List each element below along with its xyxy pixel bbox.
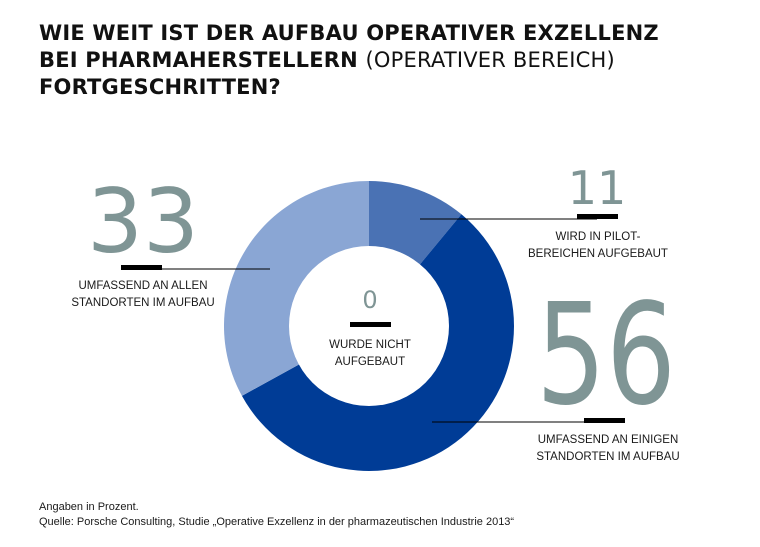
label-allen-line-2: STANDORTEN IM AUFBAU [71, 297, 215, 309]
value-pilot: 11 [568, 161, 627, 215]
label-allen-line-1: UMFASSEND AN ALLEN [78, 280, 208, 292]
label-nicht-line-2: AUFGEBAUT [334, 356, 406, 368]
source-note: Quelle: Porsche Consulting, Studie „Oper… [39, 516, 515, 528]
accent-bar-pilot [577, 214, 618, 219]
unit-note: Angaben in Prozent. [39, 501, 139, 513]
value-nicht: 0 [362, 286, 378, 314]
label-einigen-line-1: UMFASSEND AN EINIGEN [537, 434, 679, 446]
accent-bar-nicht [350, 322, 391, 327]
label-pilot-line-2: BEREICHEN AUFGEBAUT [528, 248, 668, 260]
title-line-1: WIE WEIT IST DER AUFBAU OPERATIVER EXZEL… [39, 21, 659, 45]
label-pilot: WIRD IN PILOT- BEREICHEN AUFGEBAUT [500, 229, 696, 263]
label-nicht: WURDE NICHT AUFGEBAUT [300, 337, 440, 371]
title-line-2-bold: BEI PHARMAHERSTELLERN [39, 48, 358, 72]
label-pilot-line-1: WIRD IN PILOT- [555, 231, 641, 243]
title-line-3: FORTGESCHRITTEN? [39, 75, 281, 99]
title-line-2-light: (OPERATIVER BEREICH) [365, 48, 615, 72]
value-allen: 33 [87, 170, 199, 273]
accent-bar-allen [121, 265, 162, 270]
label-nicht-line-1: WURDE NICHT [329, 339, 411, 351]
label-einigen: UMFASSEND AN EINIGEN STANDORTEN IM AUFBA… [510, 432, 706, 466]
label-allen: UMFASSEND AN ALLEN STANDORTEN IM AUFBAU [50, 278, 236, 312]
label-einigen-line-2: STANDORTEN IM AUFBAU [536, 451, 680, 463]
title-line-2: BEI PHARMAHERSTELLERN (OPERATIVER BEREIC… [39, 47, 739, 74]
chart-title: WIE WEIT IST DER AUFBAU OPERATIVER EXZEL… [39, 20, 739, 101]
value-einigen: 56 [536, 274, 676, 437]
accent-bar-einigen [584, 418, 625, 423]
